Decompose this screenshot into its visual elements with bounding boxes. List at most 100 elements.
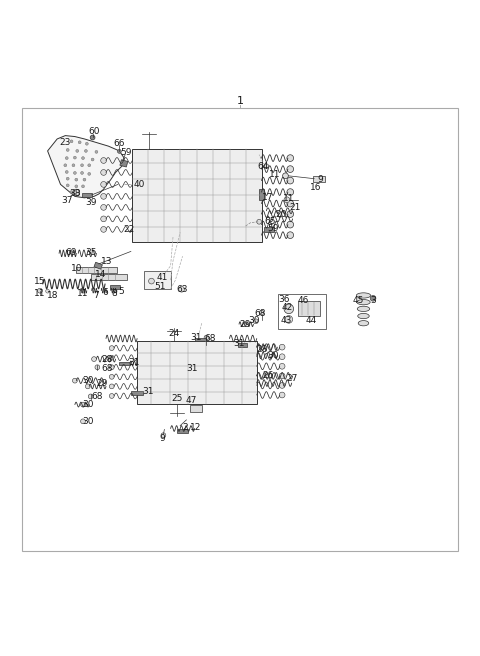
Circle shape [77, 191, 80, 194]
Circle shape [287, 189, 294, 195]
Bar [120, 361, 130, 365]
Circle shape [279, 363, 285, 369]
Circle shape [370, 295, 376, 301]
Text: 21: 21 [289, 203, 301, 212]
Text: 40: 40 [134, 180, 145, 189]
Text: 30: 30 [82, 400, 94, 409]
Bar [82, 193, 92, 197]
Circle shape [284, 304, 294, 314]
Text: 68: 68 [92, 392, 103, 401]
Circle shape [83, 178, 86, 181]
Circle shape [82, 157, 84, 159]
Text: 68: 68 [204, 334, 216, 343]
Bar [194, 338, 206, 341]
Text: 11: 11 [283, 194, 295, 203]
Text: 31: 31 [143, 387, 154, 396]
Text: 47: 47 [185, 396, 197, 405]
Bar [264, 228, 275, 232]
Text: 30: 30 [267, 351, 278, 359]
Circle shape [287, 211, 294, 217]
Text: 68: 68 [101, 364, 113, 373]
Text: 63: 63 [177, 285, 188, 294]
Circle shape [76, 150, 79, 152]
Circle shape [101, 226, 107, 232]
Circle shape [257, 219, 262, 224]
Text: 2: 2 [182, 422, 188, 432]
Circle shape [161, 433, 166, 438]
Circle shape [287, 221, 294, 228]
Circle shape [118, 150, 121, 154]
Text: 8: 8 [112, 289, 118, 298]
Text: 13: 13 [101, 257, 113, 266]
Circle shape [66, 177, 69, 180]
Circle shape [101, 216, 107, 222]
Text: 25: 25 [171, 394, 182, 403]
Text: 36: 36 [278, 295, 290, 304]
Bar [313, 176, 324, 182]
Text: 12: 12 [190, 422, 202, 432]
Text: 68: 68 [254, 309, 266, 318]
Circle shape [109, 375, 114, 379]
Text: 15: 15 [34, 277, 46, 285]
Circle shape [81, 419, 85, 424]
Circle shape [109, 384, 114, 389]
Text: 51: 51 [154, 282, 165, 291]
Text: 60: 60 [88, 127, 100, 136]
Circle shape [287, 200, 294, 207]
Text: 42: 42 [281, 303, 292, 312]
Text: 27: 27 [286, 374, 298, 382]
Bar [94, 262, 102, 269]
Circle shape [66, 148, 69, 152]
Circle shape [149, 278, 155, 284]
Text: 43: 43 [280, 316, 292, 325]
Circle shape [66, 184, 69, 187]
Circle shape [101, 182, 107, 188]
Bar [238, 343, 247, 347]
Text: 35: 35 [85, 248, 96, 257]
Text: 59: 59 [267, 224, 278, 233]
Text: 23: 23 [60, 138, 71, 147]
Circle shape [88, 394, 93, 399]
Text: 37: 37 [61, 196, 72, 205]
Text: 11: 11 [269, 171, 280, 179]
Circle shape [287, 166, 294, 173]
Circle shape [179, 287, 184, 292]
Ellipse shape [357, 300, 370, 305]
Text: 44: 44 [305, 316, 316, 325]
Text: 59: 59 [120, 148, 132, 157]
Circle shape [81, 402, 85, 407]
Circle shape [287, 177, 294, 184]
Bar [110, 285, 120, 289]
Circle shape [259, 310, 264, 315]
Circle shape [95, 365, 100, 369]
Circle shape [91, 158, 94, 161]
Text: 7: 7 [94, 291, 99, 300]
Circle shape [88, 173, 91, 175]
Text: 17: 17 [262, 193, 274, 202]
Circle shape [85, 142, 88, 145]
Bar [259, 189, 264, 199]
Bar [76, 267, 117, 273]
Text: 11: 11 [77, 289, 89, 298]
Bar [137, 341, 257, 403]
Text: 28: 28 [101, 355, 113, 363]
Text: 39: 39 [85, 197, 96, 207]
Circle shape [65, 171, 68, 173]
Circle shape [65, 157, 68, 159]
Circle shape [75, 185, 78, 188]
Text: 6: 6 [102, 287, 108, 297]
Text: 9: 9 [318, 175, 324, 184]
Circle shape [109, 346, 114, 350]
Circle shape [64, 164, 67, 167]
Circle shape [90, 135, 95, 140]
Circle shape [279, 382, 285, 388]
Text: 11: 11 [34, 289, 46, 298]
Circle shape [70, 191, 73, 194]
Bar [190, 405, 202, 412]
Circle shape [279, 344, 285, 350]
Bar [91, 274, 127, 279]
Text: 31: 31 [128, 358, 140, 367]
Circle shape [253, 319, 258, 323]
Text: 69: 69 [66, 248, 77, 257]
Text: 45: 45 [353, 296, 364, 305]
